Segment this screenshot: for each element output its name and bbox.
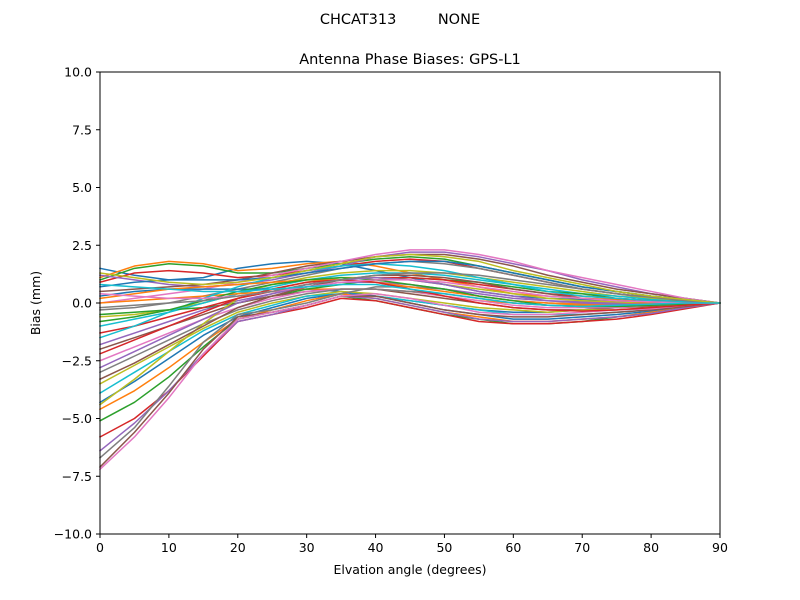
x-tick-label: 90 — [712, 540, 728, 555]
x-tick-label: 0 — [96, 540, 104, 555]
y-tick-label: 7.5 — [72, 122, 92, 137]
series-line-26 — [98, 295, 721, 469]
x-tick-label: 30 — [299, 540, 315, 555]
series-line-37 — [99, 279, 721, 304]
y-tick-label: 0.0 — [72, 296, 92, 311]
x-tick-label: 40 — [368, 540, 384, 555]
series-line-39 — [99, 253, 721, 304]
x-axis-label: Elvation angle (degrees) — [333, 562, 486, 577]
x-tick-label: 70 — [574, 540, 590, 555]
series-layer — [98, 249, 721, 471]
y-tick-label: 10.0 — [64, 65, 92, 80]
series-line-24 — [98, 297, 721, 438]
x-tick-label: 60 — [505, 540, 521, 555]
chart-title: Antenna Phase Biases: GPS-L1 — [299, 52, 521, 68]
y-axis-label: Bias (mm) — [28, 271, 43, 335]
y-tick-label: −5.0 — [62, 411, 92, 426]
figure-suptitle: CHCAT313 NONE — [320, 12, 480, 28]
x-tick-label: 20 — [230, 540, 246, 555]
y-tick-label: 5.0 — [72, 180, 92, 195]
x-axis: 0 10 20 30 40 50 60 70 80 90 — [96, 534, 728, 555]
y-tick-label: −7.5 — [62, 469, 92, 484]
x-tick-label: 10 — [161, 540, 177, 555]
y-tick-label: −2.5 — [62, 353, 92, 368]
series-line-38 — [99, 272, 721, 309]
x-tick-label: 50 — [436, 540, 452, 555]
y-tick-label: −10.0 — [54, 527, 92, 542]
y-axis: −10.0 −7.5 −5.0 −2.5 0.0 2.5 5.0 7.5 10.0 — [54, 65, 100, 542]
series-line-40 — [99, 283, 721, 308]
y-tick-label: 2.5 — [72, 238, 92, 253]
x-tick-label: 80 — [643, 540, 659, 555]
